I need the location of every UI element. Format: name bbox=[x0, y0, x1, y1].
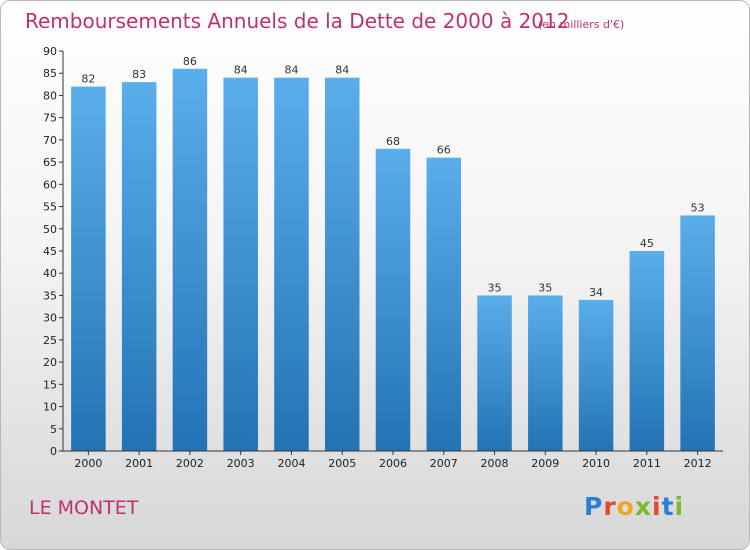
bar-2011 bbox=[629, 251, 665, 451]
y-tick-label: 70 bbox=[43, 134, 57, 147]
x-tick-label-2005: 2005 bbox=[328, 457, 356, 470]
bar-2000 bbox=[71, 86, 106, 452]
logo-letter: P bbox=[584, 492, 604, 521]
y-tick-label: 75 bbox=[43, 112, 57, 125]
x-tick-label-2012: 2012 bbox=[684, 457, 712, 470]
y-axis: 0 5 10 15 20 25 30 35 40 45 50 55 60 65 70 75 80 85 90 bbox=[43, 45, 64, 458]
y-tick-label: 90 bbox=[43, 45, 57, 58]
x-tick-label-2011: 2011 bbox=[633, 457, 661, 470]
y-tick-label: 80 bbox=[43, 89, 57, 102]
bar-2005 bbox=[324, 77, 360, 452]
y-tick-label: 10 bbox=[43, 401, 57, 414]
y-tick-label: 25 bbox=[43, 334, 57, 347]
y-tick-label: 5 bbox=[50, 423, 57, 436]
y-tick-label: 60 bbox=[43, 178, 57, 191]
x-tick-label-2008: 2008 bbox=[481, 457, 509, 470]
x-tick-label-2004: 2004 bbox=[277, 457, 305, 470]
y-tick-label: 0 bbox=[50, 445, 57, 458]
y-tick-label: 40 bbox=[43, 267, 57, 280]
data-label-2011: 45 bbox=[640, 237, 654, 250]
logo-letter: i bbox=[674, 492, 685, 521]
y-tick-label: 35 bbox=[43, 289, 57, 302]
logo-letter: i bbox=[652, 492, 662, 521]
data-label-2004: 84 bbox=[284, 64, 298, 77]
x-tick-label-2000: 2000 bbox=[74, 457, 102, 470]
bar-2009 bbox=[528, 295, 563, 451]
x-tick-label-2006: 2006 bbox=[379, 457, 407, 470]
chart-title: Remboursements Annuels de la Dette de 20… bbox=[25, 9, 570, 33]
bar-2007 bbox=[426, 157, 462, 451]
data-label-2010: 34 bbox=[589, 286, 603, 299]
y-tick-label: 65 bbox=[43, 156, 57, 169]
data-label-2008: 35 bbox=[488, 281, 502, 294]
logo-letter: t bbox=[661, 492, 675, 521]
y-tick-label: 30 bbox=[43, 312, 57, 325]
y-tick-label: 20 bbox=[43, 356, 57, 369]
bar-2012 bbox=[680, 215, 715, 451]
proxiti-logo: Proxiti bbox=[584, 492, 684, 521]
data-label-2012: 53 bbox=[691, 201, 705, 214]
data-label-2000: 82 bbox=[81, 73, 95, 86]
y-tick-label: 50 bbox=[43, 223, 57, 236]
bar-2006 bbox=[375, 148, 411, 451]
y-tick-label: 15 bbox=[43, 378, 57, 391]
data-label-2003: 84 bbox=[234, 64, 248, 77]
x-tick-label-2009: 2009 bbox=[531, 457, 559, 470]
x-tick-label-2007: 2007 bbox=[430, 457, 458, 470]
logo-letter: x bbox=[634, 492, 652, 521]
x-axis: 2000 2001 2002 2003 2004 2005 2006 2007 2008 2009… bbox=[63, 450, 723, 470]
data-label-2009: 35 bbox=[538, 281, 552, 294]
bars: 82 83 86 84 84 84 68 66 35 35 34 45 53 bbox=[71, 55, 715, 452]
bar-2003 bbox=[223, 77, 258, 452]
logo-letter: o bbox=[616, 492, 635, 521]
logo-letter: r bbox=[603, 492, 617, 521]
commune-name: LE MONTET bbox=[29, 497, 139, 519]
bar-2001 bbox=[121, 82, 157, 451]
x-tick-label-2003: 2003 bbox=[227, 457, 255, 470]
x-tick-label-2001: 2001 bbox=[125, 457, 153, 470]
y-tick-label: 85 bbox=[43, 67, 57, 80]
bar-2002 bbox=[172, 68, 208, 452]
data-label-2007: 66 bbox=[437, 144, 451, 157]
bar-2010 bbox=[578, 299, 614, 451]
data-label-2005: 84 bbox=[335, 64, 349, 77]
bar-2008 bbox=[477, 295, 512, 451]
chart-subtitle: (en milliers d'€) bbox=[538, 18, 625, 31]
x-tick-label-2010: 2010 bbox=[582, 457, 610, 470]
x-tick-label-2002: 2002 bbox=[176, 457, 204, 470]
y-tick-label: 45 bbox=[43, 245, 57, 258]
data-label-2001: 83 bbox=[132, 68, 146, 81]
data-label-2002: 86 bbox=[183, 55, 197, 68]
y-tick-label: 55 bbox=[43, 201, 57, 214]
bar-2004 bbox=[274, 77, 309, 452]
data-label-2006: 68 bbox=[386, 135, 400, 148]
